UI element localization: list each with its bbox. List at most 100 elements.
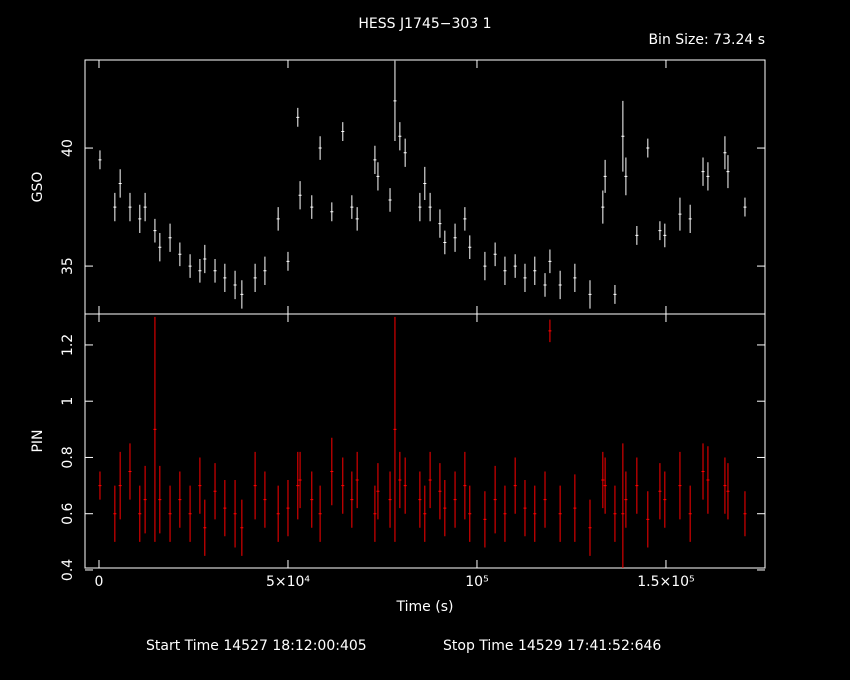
error-bar [663,471,667,528]
error-bar [143,192,147,222]
error-bar [263,471,267,528]
error-bar [513,457,517,514]
error-bar [341,122,345,141]
error-bar [443,230,447,255]
error-bar [168,223,172,252]
y-tick-label: 35 [60,257,76,275]
error-bar [558,485,562,542]
series [98,316,747,568]
error-bar [423,166,427,200]
error-bar [533,485,537,542]
error-bar [118,169,122,198]
error-bar [438,209,442,238]
error-bar [463,451,467,520]
error-bar [423,485,427,542]
error-bar [603,457,607,514]
error-bar [178,471,182,528]
error-bar [588,280,592,309]
error-bar [493,465,497,534]
y-tick-label: 1.2 [60,334,76,356]
x-tick-label: 10⁵ [465,574,488,590]
error-bar [223,263,227,293]
error-bar [503,485,507,542]
error-bar [624,471,628,528]
error-bar [601,190,605,224]
error-bar [403,138,407,167]
error-bar [613,284,617,304]
error-bar [621,443,625,568]
error-bar [233,479,237,548]
error-bar [483,251,487,281]
error-bar [286,479,290,537]
error-bar [296,451,300,520]
error-bar [624,157,628,196]
y-tick-label: 0.8 [60,446,76,468]
error-bar [168,485,172,542]
error-bar [701,443,705,500]
error-bar [318,136,322,160]
error-bar [723,457,727,514]
error-bar [213,258,217,283]
error-bar [398,122,402,151]
chart-title: HESS J1745−303 1 [358,16,491,32]
error-bar [376,162,380,191]
error-bar [523,263,527,293]
error-bar [613,485,617,542]
error-bar [468,485,472,542]
error-bar [706,162,710,191]
y-axis-label: PIN [30,429,46,452]
error-bar [548,319,552,343]
error-bar [573,474,577,542]
error-bar [350,195,354,219]
error-bar [658,221,662,241]
error-bar [153,218,157,243]
error-bar [233,270,237,300]
series [98,60,747,309]
error-bar [286,251,290,271]
error-bar [468,235,472,259]
error-bar [601,451,605,509]
error-bar [143,465,147,534]
error-bar [330,437,334,506]
error-bar [98,471,102,500]
error-bar [253,263,257,293]
error-bar [543,471,547,528]
error-bar [743,491,747,537]
error-bar [428,192,432,222]
error-bar [310,471,314,528]
error-bar [418,192,422,222]
error-bar [388,188,392,212]
error-bar [113,485,117,542]
error-bar [513,254,517,278]
error-bar [663,223,667,248]
error-bar [403,457,407,514]
error-bar [128,192,132,222]
error-bar [523,479,527,537]
error-bar [138,204,142,234]
error-bar [296,107,300,127]
y-tick-label: 0.4 [60,559,76,581]
error-bar [213,463,217,520]
error-bar [503,256,507,285]
error-bar [573,263,577,293]
error-bar [635,457,639,514]
error-bar [701,157,705,186]
error-bar [678,451,682,520]
error-bar [588,499,592,556]
error-bar [178,242,182,267]
error-bar [198,457,202,514]
error-bar [463,207,467,231]
error-bar [543,273,547,297]
error-bar [355,451,359,509]
error-bar [138,485,142,542]
error-bar [373,485,377,542]
error-bar [438,463,442,520]
error-bar [153,316,157,542]
error-bar [726,155,730,189]
error-bar [418,471,422,528]
y-tick-label: 40 [60,139,76,157]
error-bar [646,138,650,158]
error-bar [678,197,682,231]
x-tick-label: 1.5×10⁵ [637,574,694,590]
